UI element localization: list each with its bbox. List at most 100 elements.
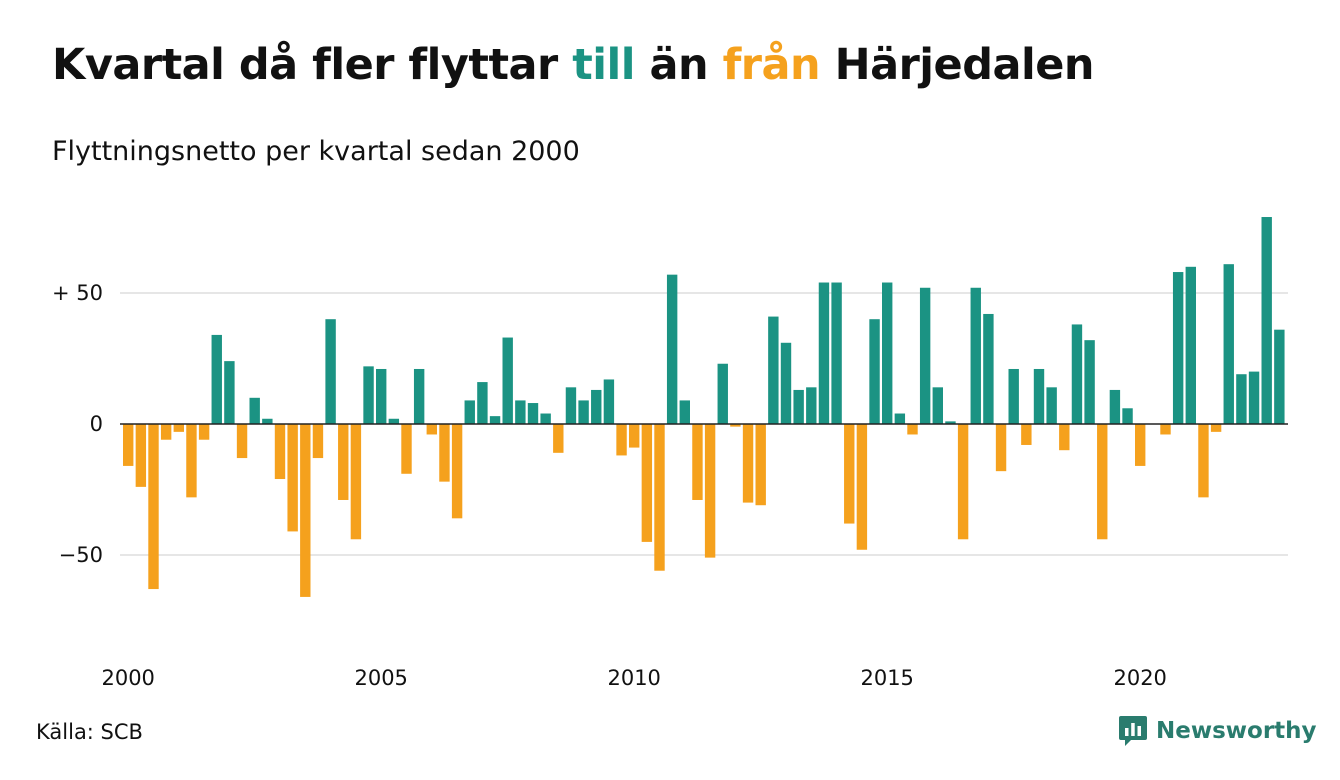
bar bbox=[603, 379, 615, 424]
bar bbox=[1185, 266, 1196, 424]
bar bbox=[1135, 424, 1146, 466]
bar-chart: + 50 0 −50 2000 2005 2010 2015 2020 bbox=[52, 217, 1288, 690]
bar bbox=[679, 400, 690, 424]
bar bbox=[262, 418, 273, 424]
bar bbox=[831, 282, 842, 424]
bar bbox=[768, 316, 779, 424]
y-axis-ticks: + 50 0 −50 bbox=[52, 281, 103, 567]
bar bbox=[1160, 424, 1171, 435]
bar bbox=[1071, 324, 1083, 424]
bar bbox=[591, 389, 602, 424]
bars bbox=[123, 217, 1285, 597]
bar bbox=[654, 424, 665, 571]
bar bbox=[1097, 424, 1108, 540]
bar bbox=[629, 424, 640, 448]
bar bbox=[1109, 389, 1121, 424]
title-part-3: Härjedalen bbox=[820, 40, 1095, 90]
bar bbox=[148, 424, 159, 590]
bar bbox=[616, 424, 627, 456]
bar bbox=[1198, 424, 1209, 498]
bar bbox=[995, 424, 1007, 472]
x-tick-label: 2010 bbox=[607, 666, 660, 690]
title-word-till: till bbox=[572, 40, 635, 90]
bar bbox=[173, 424, 184, 432]
bar bbox=[553, 424, 564, 453]
chart-subtitle: Flyttningsnetto per kvartal sedan 2000 bbox=[52, 136, 580, 167]
bar bbox=[1223, 264, 1234, 424]
bar bbox=[907, 424, 918, 435]
source-note: Källa: SCB bbox=[36, 720, 143, 744]
x-tick-label: 2000 bbox=[101, 666, 154, 690]
bar bbox=[350, 424, 362, 540]
y-tick-label: −50 bbox=[59, 543, 103, 567]
bar bbox=[376, 368, 387, 424]
x-axis-ticks: 2000 2005 2010 2015 2020 bbox=[101, 666, 1166, 690]
bar bbox=[919, 287, 931, 424]
bar bbox=[1021, 424, 1032, 445]
bar bbox=[1236, 374, 1247, 424]
bar bbox=[439, 424, 450, 482]
bar bbox=[932, 387, 943, 424]
bar bbox=[844, 424, 855, 524]
chart-title: Kvartal då fler flyttar till än från Här… bbox=[52, 40, 1095, 92]
bar bbox=[957, 424, 969, 540]
x-tick-label: 2005 bbox=[354, 666, 407, 690]
bar bbox=[1008, 368, 1019, 424]
bar bbox=[945, 421, 956, 424]
bar bbox=[186, 424, 197, 498]
bar bbox=[1059, 424, 1070, 451]
bar bbox=[1172, 272, 1184, 424]
bar bbox=[502, 337, 513, 424]
bar bbox=[388, 418, 400, 424]
bar bbox=[742, 424, 754, 503]
bar bbox=[717, 363, 728, 424]
bar bbox=[413, 368, 425, 424]
bar bbox=[224, 361, 235, 424]
bar bbox=[1248, 371, 1260, 424]
bar bbox=[882, 282, 893, 424]
title-part-2: än bbox=[634, 40, 723, 90]
bar bbox=[426, 424, 437, 435]
bar bbox=[515, 400, 526, 424]
bar bbox=[123, 424, 134, 466]
bar bbox=[894, 413, 906, 424]
bar bbox=[856, 424, 868, 550]
bar bbox=[540, 413, 551, 424]
bar bbox=[704, 424, 716, 558]
bar bbox=[970, 287, 981, 424]
bar bbox=[1046, 387, 1057, 424]
bar bbox=[1261, 217, 1272, 424]
x-tick-label: 2020 bbox=[1113, 666, 1166, 690]
bar bbox=[806, 387, 817, 424]
bar bbox=[793, 389, 804, 424]
bar bbox=[451, 424, 463, 519]
brand-name: Newsworthy bbox=[1156, 718, 1317, 744]
bar bbox=[477, 382, 488, 424]
bar bbox=[666, 274, 678, 424]
gridlines bbox=[120, 292, 1288, 556]
bar bbox=[312, 424, 324, 459]
title-word-fran: från bbox=[722, 40, 821, 90]
x-tick-label: 2015 bbox=[860, 666, 913, 690]
brand: Newsworthy bbox=[1118, 714, 1317, 748]
bar bbox=[300, 424, 311, 597]
bar bbox=[287, 424, 298, 532]
bar bbox=[578, 400, 589, 424]
bar bbox=[1084, 340, 1095, 424]
bar bbox=[464, 400, 475, 424]
bar bbox=[527, 403, 539, 424]
bar bbox=[565, 387, 577, 424]
bar bbox=[1122, 408, 1133, 424]
bar bbox=[1274, 329, 1285, 424]
bar bbox=[641, 424, 653, 542]
bar bbox=[211, 334, 222, 424]
bar bbox=[325, 319, 336, 424]
title-part-1: Kvartal då fler flyttar bbox=[52, 40, 573, 90]
bar bbox=[869, 319, 880, 424]
newsworthy-logo-icon bbox=[1119, 716, 1147, 746]
bar bbox=[236, 424, 248, 459]
bar bbox=[198, 424, 210, 440]
bar bbox=[274, 424, 286, 480]
bar bbox=[489, 416, 501, 424]
bar bbox=[1210, 424, 1222, 432]
